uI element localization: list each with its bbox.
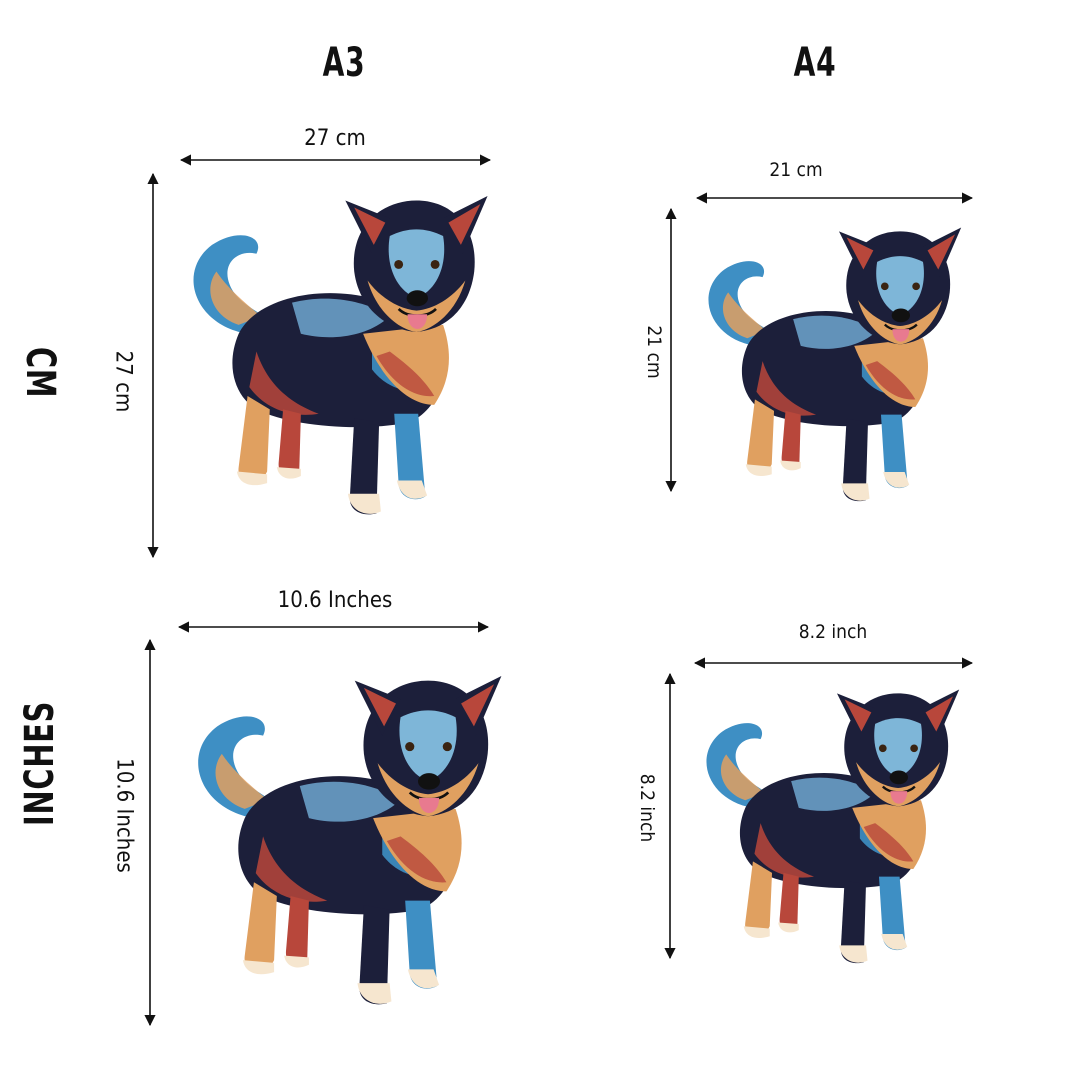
a3-in-height-label: 10.6 Inches [111, 758, 137, 873]
a4-in-height-label: 8.2 inch [636, 773, 658, 843]
a3-cm-width-label: 27 cm [304, 126, 366, 151]
a4-in-width-label: 8.2 inch [798, 621, 868, 643]
dog-illustration-a4-cm [707, 226, 963, 503]
column-title-a3: A3 [322, 40, 366, 86]
a4-cm-height-label: 21 cm [643, 325, 665, 379]
dog-illustration-a4-inches [705, 688, 961, 965]
column-title-a4: A4 [793, 40, 837, 86]
a3-cm-height-label: 27 cm [110, 350, 136, 413]
a3-in-width-label: 10.6 Inches [277, 588, 393, 613]
a4-cm-width-label: 21 cm [769, 159, 823, 181]
dog-illustration-a3-cm [192, 194, 489, 516]
dog-illustration-a3-inches [196, 674, 503, 1006]
